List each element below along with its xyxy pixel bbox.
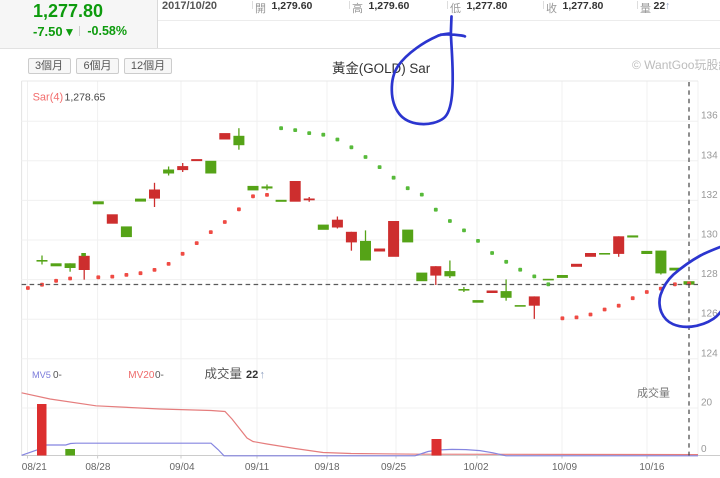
svg-text:22: 22 [246, 369, 258, 381]
svg-text:0-: 0- [155, 370, 164, 381]
svg-text:128: 128 [701, 269, 718, 280]
svg-text:MV5: MV5 [32, 370, 51, 380]
svg-text:132: 132 [701, 190, 718, 201]
svg-text:09/11: 09/11 [245, 462, 270, 473]
svg-text:134: 134 [701, 150, 718, 161]
svg-text:136: 136 [701, 111, 718, 122]
svg-text:08/21: 08/21 [22, 462, 47, 473]
svg-text:124: 124 [701, 348, 718, 359]
svg-text:1,278.65: 1,278.65 [65, 92, 106, 104]
svg-text:10/02: 10/02 [463, 462, 488, 473]
svg-text:成交量: 成交量 [637, 386, 670, 400]
svg-text:09/18: 09/18 [314, 462, 339, 473]
svg-text:08/28: 08/28 [85, 462, 110, 473]
svg-text:0-: 0- [53, 370, 62, 381]
svg-text:10/09: 10/09 [552, 462, 577, 473]
svg-text:MV20: MV20 [128, 370, 155, 381]
svg-text:Sar(4): Sar(4) [33, 92, 64, 104]
svg-text:126: 126 [701, 309, 718, 320]
svg-text:20: 20 [701, 398, 713, 409]
svg-text:10/16: 10/16 [639, 462, 664, 473]
svg-text:09/04: 09/04 [169, 462, 194, 473]
svg-text:09/25: 09/25 [381, 462, 406, 473]
svg-text:↑: ↑ [260, 369, 266, 381]
svg-text:0: 0 [701, 444, 707, 455]
svg-text:130: 130 [701, 230, 718, 241]
svg-text:成交量: 成交量 [205, 366, 243, 381]
